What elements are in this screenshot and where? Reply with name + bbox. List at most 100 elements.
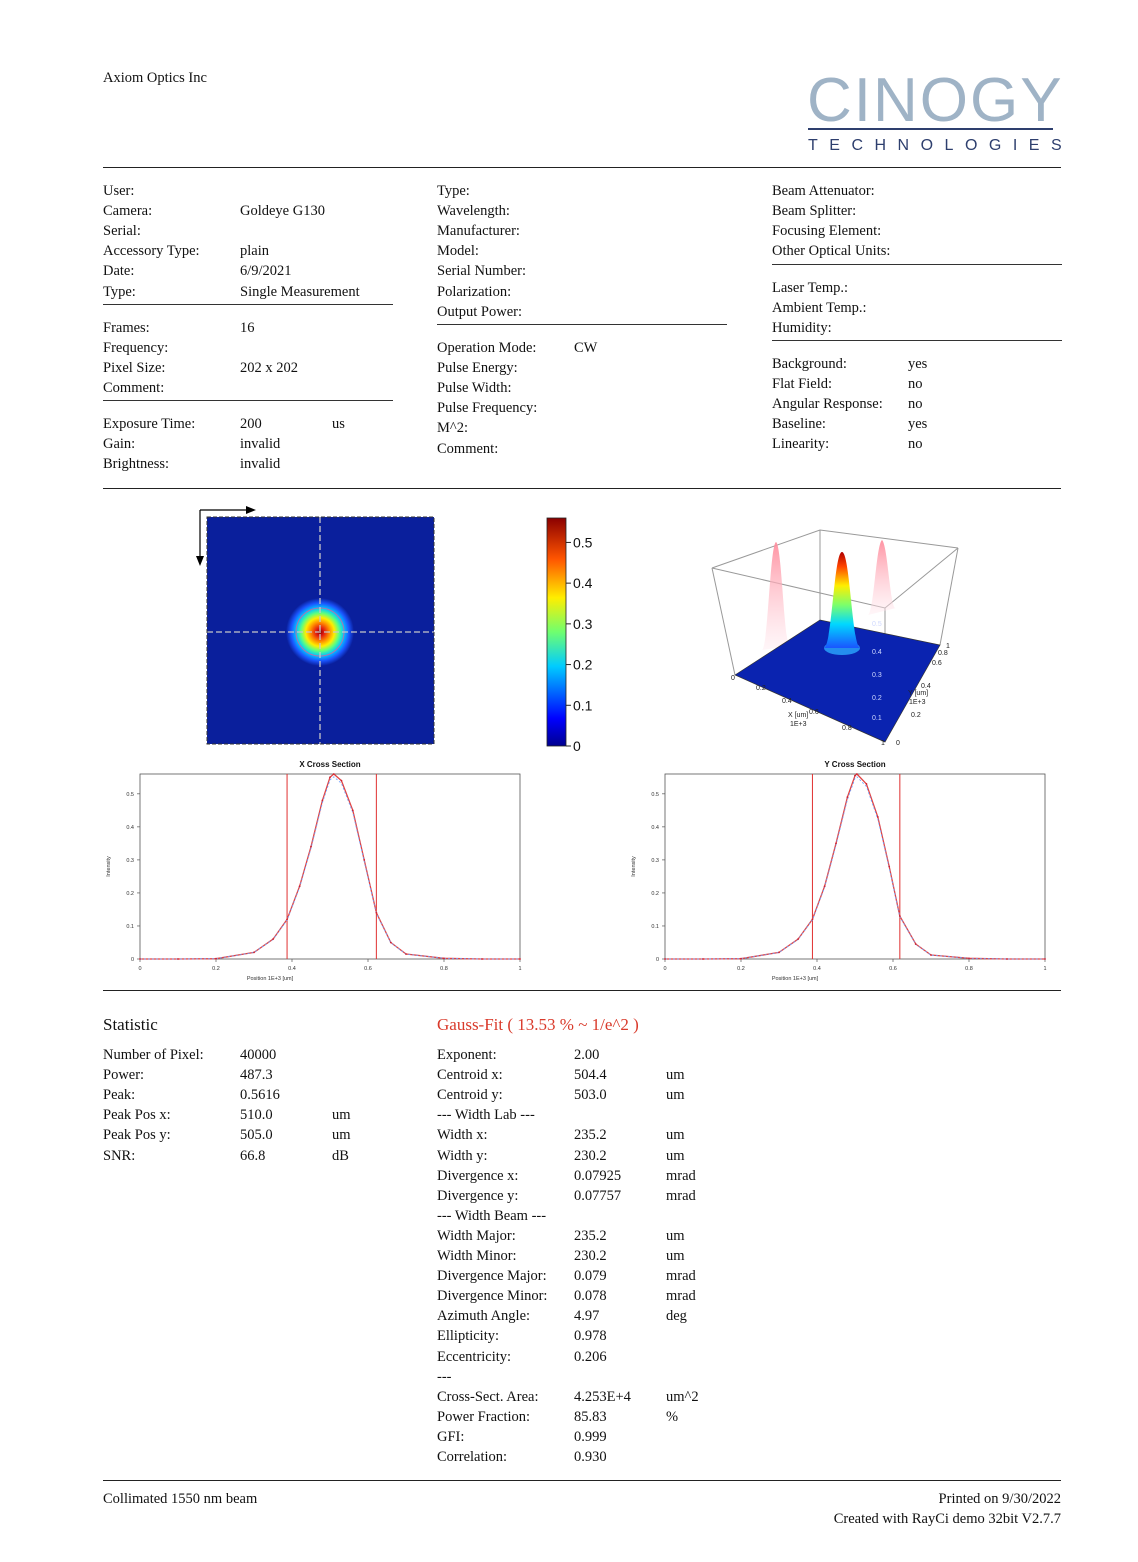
gauss-value: 504.4 — [574, 1067, 607, 1084]
gauss-value: 4.97 — [574, 1308, 600, 1325]
y-axis-scale: 1E+3 — [909, 699, 926, 706]
gauss-value: 0.206 — [574, 1348, 607, 1365]
x-tick-label: 0.6 — [364, 966, 372, 972]
gauss-unit: mrad — [666, 1268, 696, 1285]
gauss-label: Width y: — [437, 1147, 488, 1164]
camera-label: User: — [103, 183, 135, 199]
box-top-back — [711, 529, 959, 569]
gauss-label: Divergence x: — [437, 1167, 519, 1184]
y-tick-label: 0 — [656, 957, 659, 963]
gauss-value: 0.999 — [574, 1428, 607, 1445]
gauss-unit: um — [666, 1127, 685, 1144]
y-axis-label: Intensity — [106, 856, 112, 877]
x-tick-label: 0.6 — [889, 966, 897, 972]
box-right-edge — [939, 547, 959, 646]
header-divider — [103, 167, 1061, 168]
gauss-label: Divergence Major: — [437, 1268, 547, 1285]
gauss-label: GFI: — [437, 1428, 465, 1445]
gauss-value: 0.07757 — [574, 1187, 622, 1204]
profile-point — [351, 809, 354, 812]
profile-point — [481, 958, 483, 960]
cinogy-logo: CINOGY — [807, 66, 1064, 135]
optics-label: Humidity: — [772, 320, 832, 337]
x-axis-label: Position 1E+3 [um] — [247, 976, 294, 982]
y-tick-label: 0.3 — [651, 858, 659, 864]
colorbar-tick-label: 0 — [573, 738, 581, 754]
profile-point — [519, 958, 521, 960]
gauss-value: 85.83 — [574, 1408, 607, 1425]
optics-divider-1 — [772, 264, 1062, 265]
plot-frame — [664, 773, 1046, 960]
x-cross-section-chart: X Cross Section 0 0.1 0.2 0.3 0.4 0.5 0 0.2 0.4 0.… — [106, 760, 522, 982]
laser-label: Polarization: — [437, 283, 512, 300]
gauss-label: Width Major: — [437, 1227, 516, 1244]
y-tick-label: 0.1 — [126, 924, 134, 930]
gauss-label: Width x: — [437, 1127, 488, 1144]
gauss-label: Correlation: — [437, 1449, 508, 1465]
y-tick-label: 0 — [131, 957, 134, 963]
image-frame — [206, 516, 435, 745]
statistic-label: Peak: — [103, 1087, 136, 1104]
profile-point — [854, 774, 856, 777]
statistic-value: 40000 — [240, 1047, 277, 1063]
profile-point — [340, 779, 343, 782]
z-tick-label: 0.2 — [872, 695, 882, 702]
camera-label: Serial: — [103, 223, 141, 240]
statistic-label: Number of Pixel: — [103, 1047, 204, 1063]
chart-title: X Cross Section — [299, 760, 360, 769]
measured-profile-line — [140, 776, 520, 960]
camera-value: 16 — [240, 320, 255, 336]
created-with: Created with RayCi demo 32bit V2.7.7 — [833, 1511, 1061, 1527]
statistic-label: Peak Pos y: — [103, 1127, 171, 1144]
y-tick-label: 0.4 — [921, 683, 931, 690]
laser-label: Operation Mode: — [437, 340, 537, 356]
profile-point — [1006, 958, 1008, 960]
statistic-label: Power: — [103, 1067, 145, 1084]
y-tick-label: 1 — [946, 643, 950, 650]
statistic-value: 66.8 — [240, 1147, 266, 1164]
optics-value: no — [908, 436, 923, 453]
x-tick-label: 0.4 — [288, 966, 296, 972]
optics-label: Other Optical Units: — [772, 243, 891, 260]
x-tick-label: 0 — [731, 675, 735, 682]
y-tick-label: 0.5 — [126, 792, 134, 798]
camera-value: 6/9/2021 — [240, 263, 292, 280]
x-axis-arrow — [200, 506, 256, 514]
profile-point — [898, 915, 901, 917]
profile-point — [968, 957, 970, 960]
gauss-label: Centroid x: — [437, 1067, 503, 1084]
laser-label: Serial Number: — [437, 263, 526, 280]
profile-point — [856, 773, 858, 775]
info-divider — [103, 488, 1061, 489]
laser-value: CW — [574, 340, 598, 356]
profile-point — [835, 842, 837, 845]
profile-point — [1044, 958, 1046, 960]
gauss-unit: um — [666, 1227, 685, 1244]
gauss-unit: um — [666, 1067, 685, 1084]
colorbar-tick-label: 0.1 — [573, 697, 593, 713]
laser-label: Model: — [437, 243, 479, 260]
colorbar-tick-label: 0.4 — [573, 575, 593, 591]
statistic-label: SNR: — [103, 1147, 136, 1164]
profile-point — [310, 845, 312, 848]
gauss-unit: um — [666, 1087, 685, 1104]
y-tick-label: 0.2 — [651, 891, 659, 897]
x-tick-label: 0.2 — [756, 685, 766, 692]
gauss-label: Cross-Sect. Area: — [437, 1388, 539, 1405]
laser-label: Pulse Energy: — [437, 360, 518, 377]
optics-divider-2 — [772, 340, 1062, 341]
statistic-label: Peak Pos x: — [103, 1107, 171, 1124]
gauss-value: 0.078 — [574, 1288, 607, 1305]
gauss-label: Divergence y: — [437, 1187, 519, 1204]
profile-point — [664, 958, 666, 960]
x-tick-label: 1 — [518, 966, 521, 972]
y-axis-label: Y [um] — [908, 690, 928, 697]
y-tick-label: 0.1 — [651, 924, 659, 930]
gauss-label: Exponent: — [437, 1047, 497, 1063]
camera-divider-2 — [103, 400, 393, 401]
laser-label: Comment: — [437, 440, 499, 457]
x-axis-scale: 1E+3 — [790, 721, 807, 728]
optics-label: Beam Splitter: — [772, 203, 857, 220]
colorbar-gradient — [546, 517, 567, 747]
gauss-label: --- — [437, 1368, 452, 1385]
